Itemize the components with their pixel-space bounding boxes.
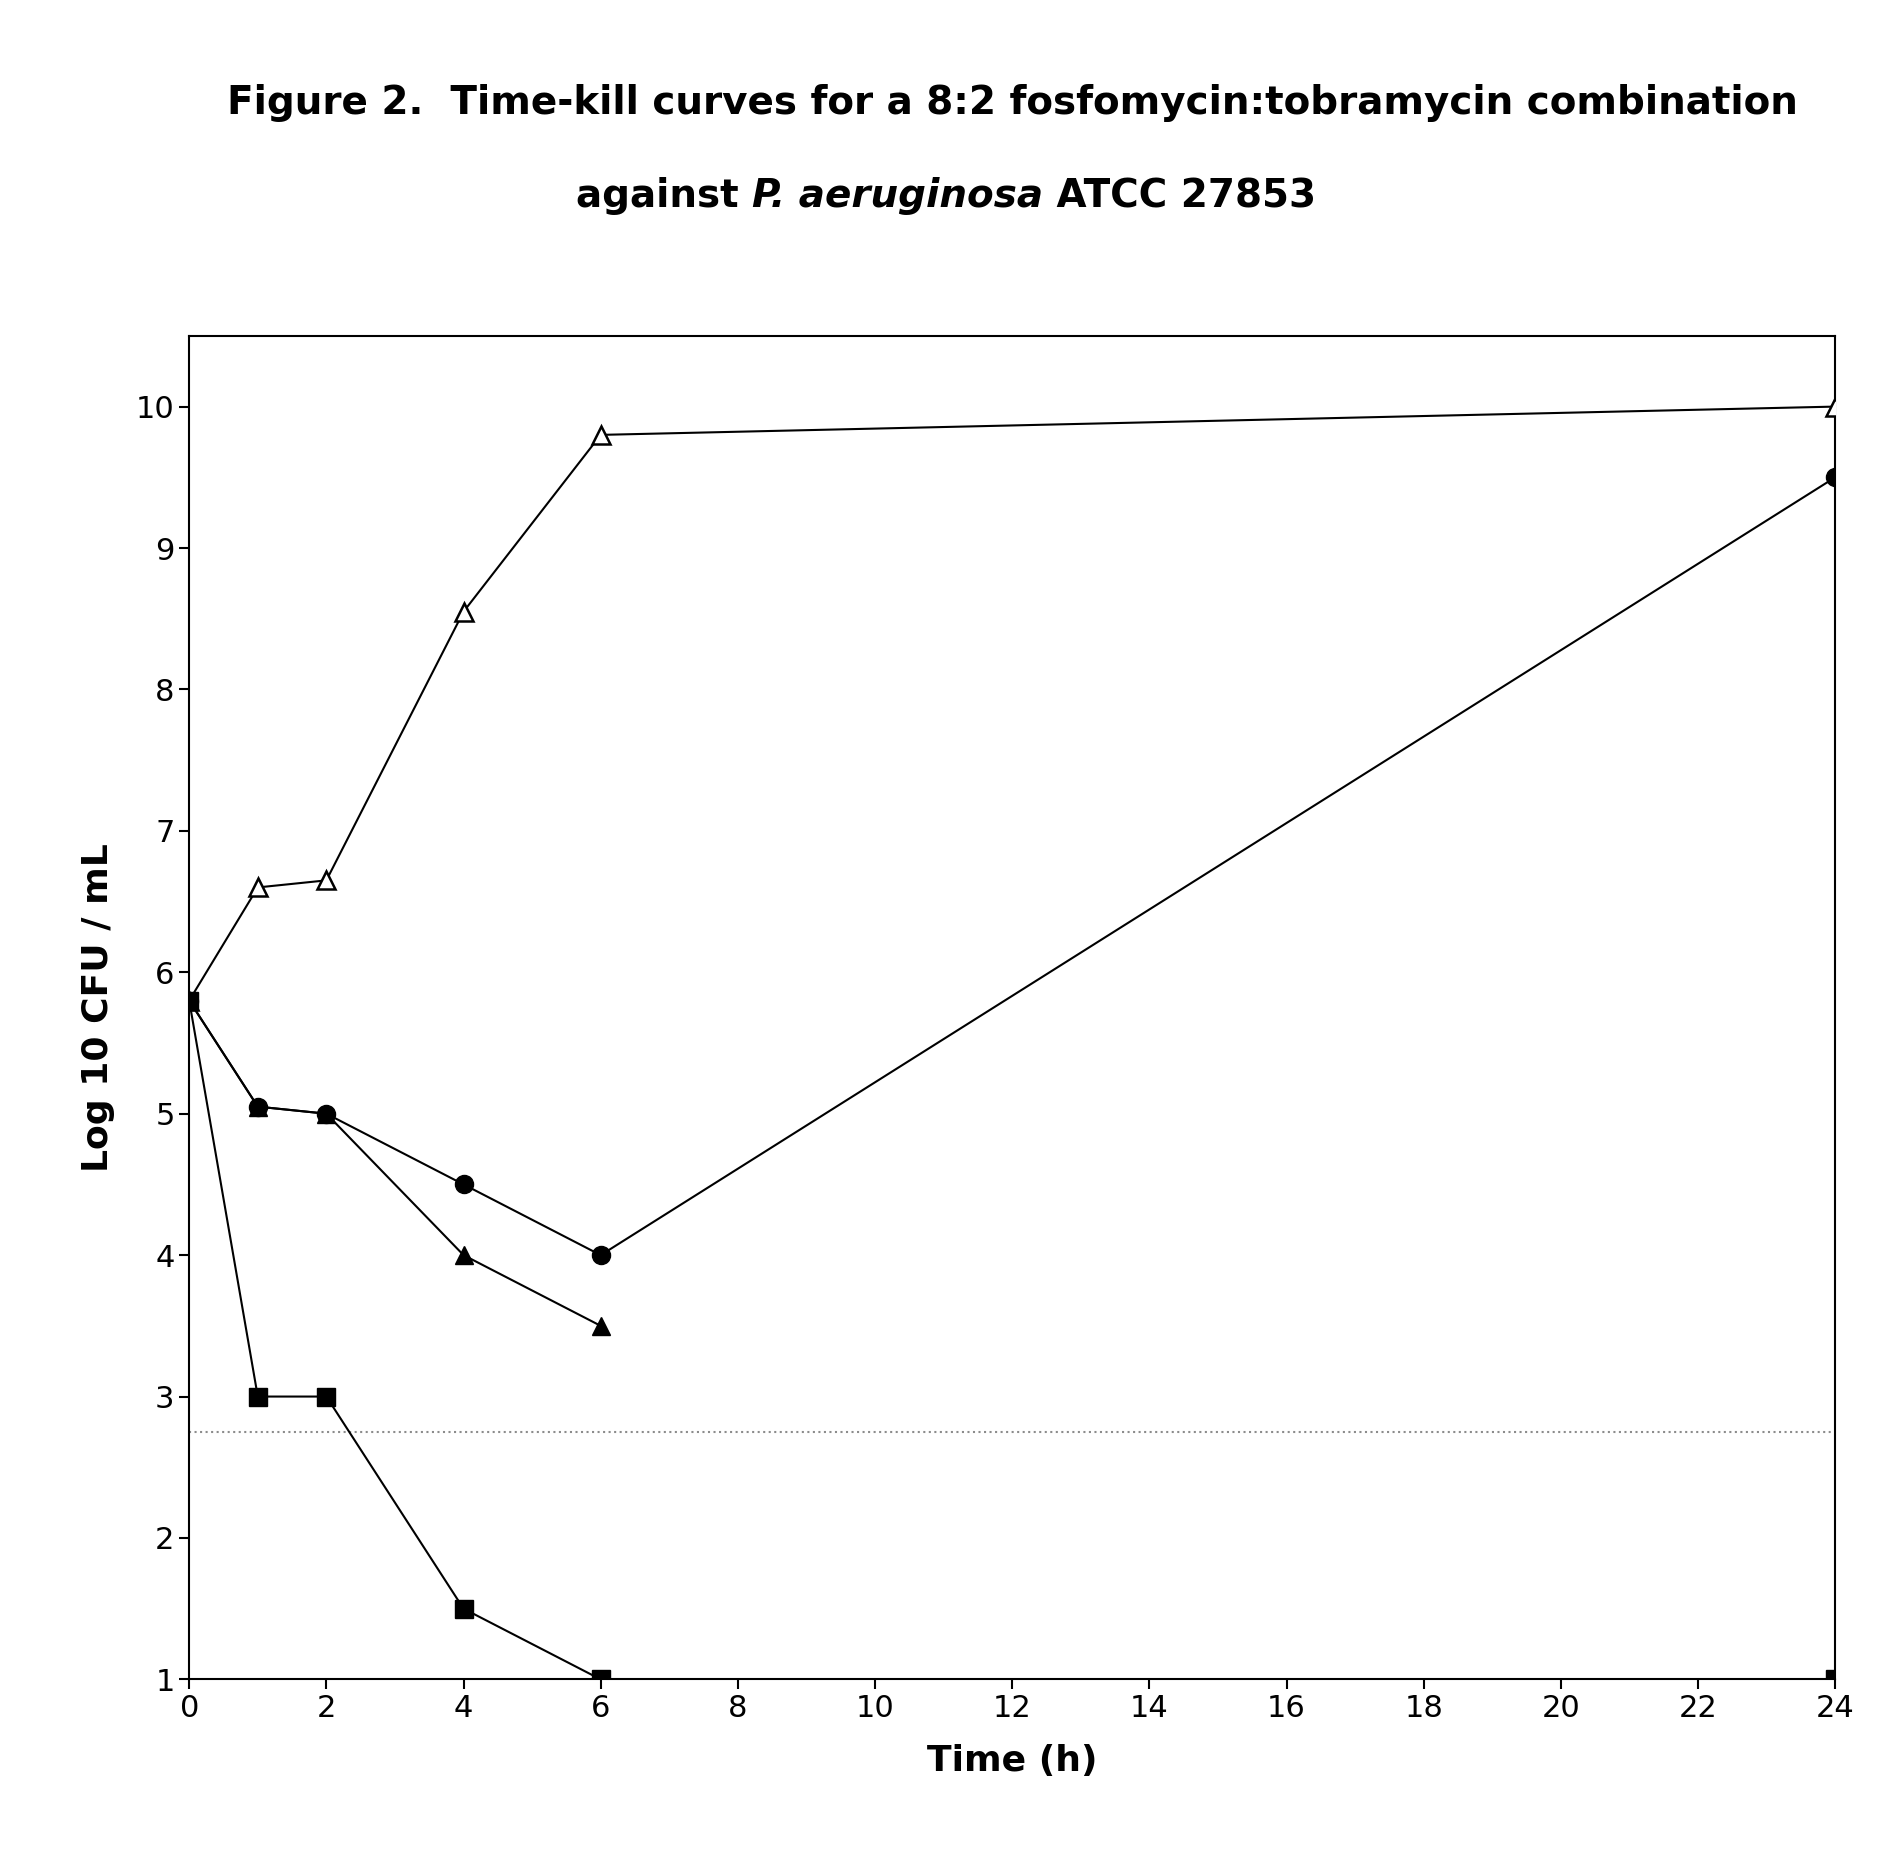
Text: Figure 2.  Time-kill curves for a 8:2 fosfomycin:tobramycin combination: Figure 2. Time-kill curves for a 8:2 fos… bbox=[227, 84, 1797, 121]
Text: against: against bbox=[575, 177, 751, 215]
Text: P. aeruginosa: P. aeruginosa bbox=[751, 177, 1042, 215]
X-axis label: Time (h): Time (h) bbox=[927, 1745, 1097, 1778]
Y-axis label: Log 10 CFU / mL: Log 10 CFU / mL bbox=[81, 843, 115, 1172]
Text: ATCC 27853: ATCC 27853 bbox=[1042, 177, 1317, 215]
